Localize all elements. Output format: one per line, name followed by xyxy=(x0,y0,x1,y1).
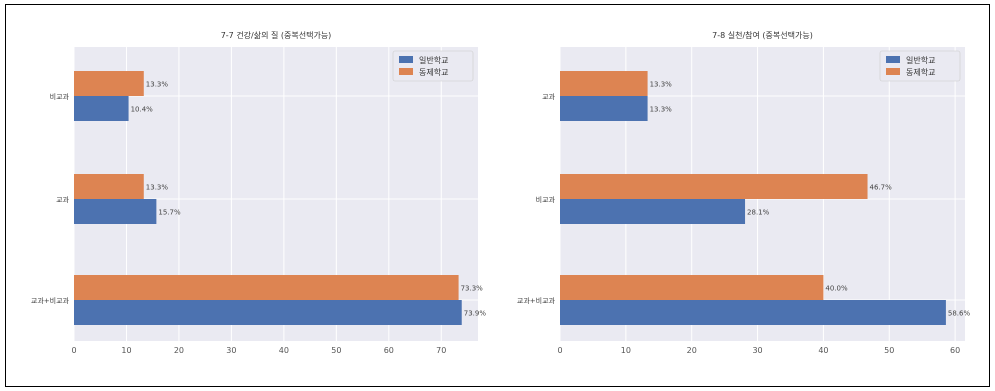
x-tick-label: 10 xyxy=(621,346,631,355)
x-tick-label: 50 xyxy=(331,346,341,355)
data-label: 73.3% xyxy=(461,285,484,293)
bar xyxy=(74,71,144,96)
y-category-label: 비교과 xyxy=(50,92,70,101)
bar xyxy=(74,174,144,199)
legend-label: 일반학교 xyxy=(419,55,448,65)
bar xyxy=(74,300,462,325)
data-label: 13.3% xyxy=(650,106,673,114)
chart-title: 7-7 건강/삶의 질 (중복선택가능) xyxy=(221,30,332,40)
bar xyxy=(74,96,129,121)
bar xyxy=(74,275,459,300)
data-label: 73.9% xyxy=(464,310,487,318)
legend-swatch xyxy=(399,68,413,75)
x-tick-label: 70 xyxy=(436,346,446,355)
bar xyxy=(560,96,648,121)
data-label: 40.0% xyxy=(825,285,848,293)
chart-1 xyxy=(73,47,478,341)
x-tick-label: 40 xyxy=(279,346,289,355)
x-tick-label: 20 xyxy=(174,346,184,355)
bar xyxy=(560,300,946,325)
x-tick-label: 60 xyxy=(384,346,394,355)
y-category-label: 비교과 xyxy=(536,195,556,204)
y-category-label: 교과 xyxy=(56,195,69,204)
x-tick-label: 30 xyxy=(752,346,762,355)
chart-2 xyxy=(559,47,965,341)
x-tick-label: 60 xyxy=(950,346,960,355)
legend-swatch xyxy=(886,56,900,63)
data-label: 28.1% xyxy=(747,209,770,217)
bar xyxy=(74,199,157,224)
x-tick-label: 50 xyxy=(884,346,894,355)
data-label: 58.6% xyxy=(948,310,971,318)
legend-label: 동제학교 xyxy=(906,67,935,77)
bar xyxy=(560,275,824,300)
x-tick-label: 10 xyxy=(121,346,131,355)
legend-label: 일반학교 xyxy=(906,55,935,65)
bar xyxy=(560,199,746,224)
data-label: 15.7% xyxy=(158,209,181,217)
x-tick-label: 40 xyxy=(818,346,828,355)
data-label: 10.4% xyxy=(131,106,154,114)
chart-title: 7-8 실천/참여 (중복선택가능) xyxy=(712,30,813,40)
x-tick-label: 20 xyxy=(687,346,697,355)
x-tick-label: 0 xyxy=(557,346,562,355)
data-label: 46.7% xyxy=(870,184,893,192)
y-category-label: 교과 xyxy=(542,92,555,101)
data-label: 13.3% xyxy=(650,81,673,89)
y-category-label: 교과+비교과 xyxy=(31,296,70,305)
legend-swatch xyxy=(886,68,900,75)
data-label: 13.3% xyxy=(146,184,169,192)
x-tick-label: 30 xyxy=(226,346,236,355)
legend-label: 동제학교 xyxy=(419,67,448,77)
data-label: 13.3% xyxy=(146,81,169,89)
legend-swatch xyxy=(399,56,413,63)
bar xyxy=(560,174,868,199)
bar xyxy=(560,71,648,96)
x-tick-label: 0 xyxy=(71,346,76,355)
y-category-label: 교과+비교과 xyxy=(517,296,556,305)
